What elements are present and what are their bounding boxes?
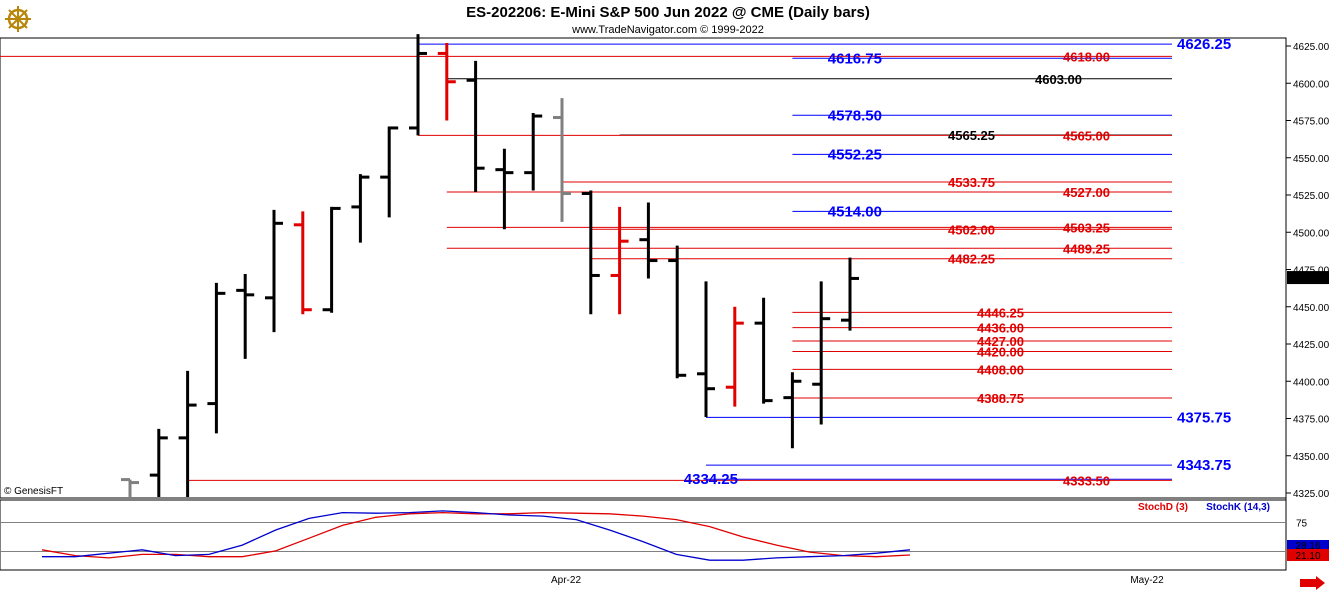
level-label-4436.00: 4436.00 <box>977 321 1024 336</box>
level-label-4408.00: 4408.00 <box>977 362 1024 377</box>
legend-stoch-k: StochK (14,3) <box>1206 502 1270 513</box>
ohlc-bar <box>524 113 543 191</box>
ohlc-bar <box>207 282 226 434</box>
ohlc-bar <box>668 245 687 379</box>
ohlc-bar <box>466 60 485 193</box>
level-label-4527.00: 4527.00 <box>1063 185 1110 200</box>
level-label-4482.25: 4482.25 <box>948 252 995 267</box>
level-label-4533.75: 4533.75 <box>948 175 995 190</box>
price-bars <box>121 34 859 497</box>
price-tick-label: 4425.00 <box>1293 340 1330 351</box>
price-tick-label: 4400.00 <box>1293 377 1330 388</box>
time-tick-label: Apr-22 <box>551 575 581 586</box>
price-tick-label: 4325.00 <box>1293 489 1330 500</box>
ohlc-bar <box>293 211 312 315</box>
level-labels: 4626.25 4618.00 4616.75 4603.00 4578.50 4565.… <box>684 36 1231 488</box>
last-price-badge: 4469.25 <box>1287 271 1329 285</box>
level-label-4333.50: 4333.50 <box>1063 473 1110 488</box>
level-label-4427.00: 4427.00 <box>977 334 1024 349</box>
level-label-4616.75: 4616.75 <box>828 50 882 67</box>
ohlc-bar <box>553 98 571 222</box>
level-label-4489.25: 4489.25 <box>1063 241 1110 256</box>
ohlc-bar <box>610 206 629 315</box>
level-label-4420.00: 4420.00 <box>977 344 1024 359</box>
stoch-value-badges: 28.16 21.10 <box>1287 540 1329 562</box>
price-tick-label: 4575.00 <box>1293 117 1330 128</box>
ohlc-bar <box>581 190 600 315</box>
level-label-4565.25: 4565.25 <box>948 128 995 143</box>
ohlc-bar <box>783 372 802 449</box>
stoch-panel <box>0 499 1287 571</box>
level-label-4514.00: 4514.00 <box>828 203 882 220</box>
chart-title: ES-202206: E-Mini S&P 500 Jun 2022 @ CME… <box>466 4 870 21</box>
time-axis: Apr-22 May-22 <box>551 575 1164 586</box>
ohlc-bar <box>322 206 341 313</box>
ohlc-bar <box>236 273 255 359</box>
ohlc-bar <box>841 257 859 331</box>
stoch-k-line <box>42 510 911 561</box>
price-axis: 4625.00 4600.00 4575.00 4550.00 4525.00 4500.… <box>1286 42 1330 500</box>
support-resistance-levels <box>0 43 1172 481</box>
level-label-4334.25: 4334.25 <box>684 471 738 488</box>
price-tick-label: 4350.00 <box>1293 452 1330 463</box>
level-label-4603.00: 4603.00 <box>1035 72 1082 87</box>
price-tick-label: 4450.00 <box>1293 303 1330 314</box>
level-label-4446.25: 4446.25 <box>977 305 1024 320</box>
ohlc-bar <box>351 174 370 243</box>
svg-text:4469.25: 4469.25 <box>1290 274 1327 285</box>
scroll-right-arrow-icon[interactable] <box>1300 576 1325 590</box>
ohlc-bar <box>380 126 399 218</box>
price-panel <box>0 37 1287 499</box>
ohlc-bar <box>639 202 658 279</box>
ohlc-bar <box>725 306 744 407</box>
price-tick-label: 4475.00 <box>1293 266 1330 277</box>
level-label-4626.25: 4626.25 <box>1177 36 1231 53</box>
ohlc-bar <box>265 209 283 333</box>
ohlc-bar <box>178 370 197 497</box>
ohlc-bar <box>149 428 168 497</box>
ohlc-bar <box>409 34 427 136</box>
ohlc-bar <box>697 281 715 418</box>
stoch-tick-label: 75 <box>1296 519 1308 530</box>
ohlc-bar <box>812 281 831 425</box>
watermark: © GenesisFT <box>4 486 63 497</box>
price-tick-label: 4525.00 <box>1293 191 1330 202</box>
level-label-4552.25: 4552.25 <box>828 146 882 163</box>
level-label-4578.50: 4578.50 <box>828 107 882 124</box>
price-tick-label: 4550.00 <box>1293 154 1330 165</box>
chart-subtitle: www.TradeNavigator.com © 1999-2022 <box>571 24 764 36</box>
time-tick-label: May-22 <box>1130 575 1164 586</box>
price-tick-label: 4600.00 <box>1293 79 1330 90</box>
stoch-lines <box>41 510 911 561</box>
ohlc-bar <box>121 478 139 497</box>
level-label-4343.75: 4343.75 <box>1177 457 1231 474</box>
level-label-4565.00: 4565.00 <box>1063 128 1110 143</box>
level-label-4388.75: 4388.75 <box>977 391 1024 406</box>
ohlc-bar <box>495 148 514 230</box>
price-tick-label: 4625.00 <box>1293 42 1330 53</box>
level-label-4375.75: 4375.75 <box>1177 409 1231 426</box>
price-tick-label: 4375.00 <box>1293 415 1330 426</box>
level-label-4502.00: 4502.00 <box>948 222 995 237</box>
level-label-4618.00: 4618.00 <box>1063 49 1110 64</box>
level-label-4503.25: 4503.25 <box>1063 220 1110 235</box>
stoch-k-value: 28.16 <box>1295 541 1320 552</box>
legend-stoch-d: StochD (3) <box>1138 502 1188 513</box>
ohlc-bar <box>754 297 773 404</box>
ship-wheel-icon <box>5 6 31 32</box>
stoch-d-value: 21.10 <box>1295 551 1320 562</box>
price-tick-label: 4500.00 <box>1293 228 1330 239</box>
ohlc-bar <box>437 43 456 121</box>
